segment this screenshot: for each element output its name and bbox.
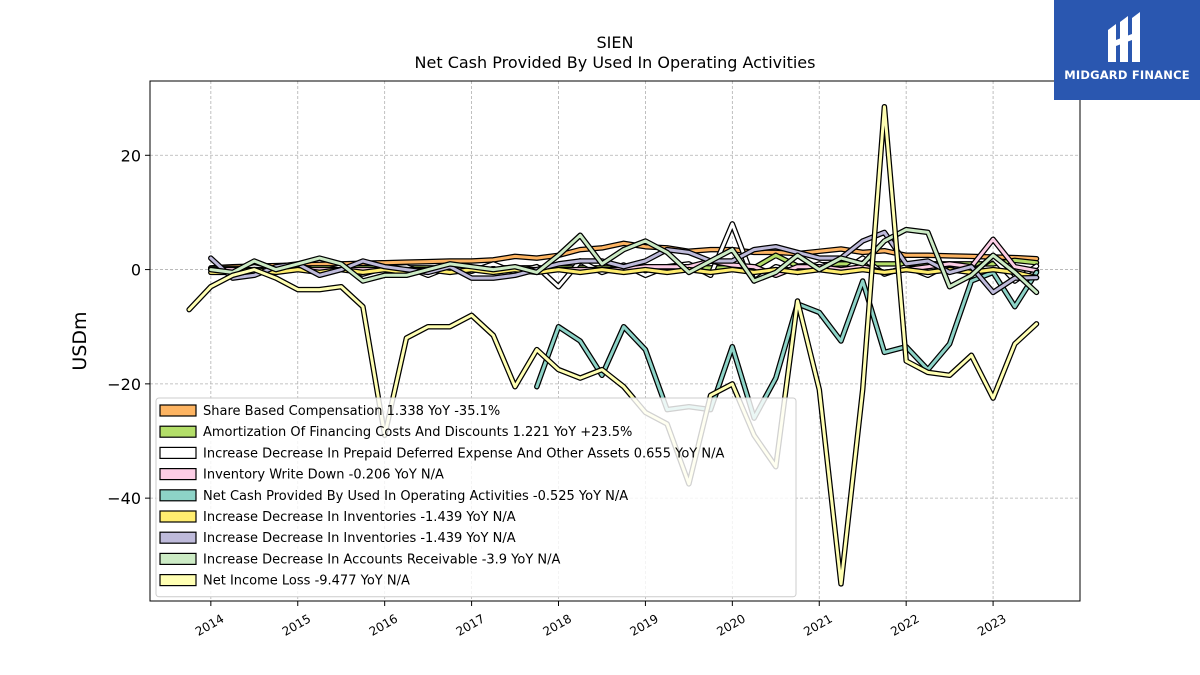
legend-swatch	[159, 468, 197, 481]
y-axis-label: USDm	[69, 311, 91, 370]
y-axis: 20 0 −20 −40	[107, 146, 150, 508]
x-tick-label: 2017	[454, 611, 487, 638]
logo-text: MIDGARD FINANCE	[1064, 68, 1190, 82]
legend-swatch	[159, 552, 197, 566]
brand-logo: MIDGARD FINANCE	[1054, 0, 1200, 100]
legend-label: Increase Decrease In Inventories -1.439 …	[203, 510, 516, 525]
x-tick-label: 2018	[541, 611, 574, 638]
legend-label: Share Based Compensation 1.338 YoY -35.1…	[203, 404, 500, 419]
chart-subtitle: Net Cash Provided By Used In Operating A…	[415, 53, 816, 72]
x-tick-label: 2021	[801, 611, 834, 638]
legend-label: Net Income Loss -9.477 YoY N/A	[203, 574, 410, 589]
series-line	[186, 103, 1040, 587]
legend-label: Net Cash Provided By Used In Operating A…	[203, 489, 628, 504]
y-tick-label: 20	[121, 146, 141, 165]
legend-label: Inventory Write Down -0.206 YoY N/A	[203, 468, 444, 483]
y-tick-label: −40	[107, 489, 141, 508]
x-axis: 2014 2015 2016 2017 2018 2019 2020 2021 2022 2023	[193, 601, 1009, 639]
legend-box	[155, 397, 797, 598]
x-tick-label: 2014	[193, 611, 226, 638]
series-line	[208, 226, 1040, 296]
legend-label: Amortization Of Financing Costs And Disc…	[203, 425, 632, 440]
series-lines	[186, 103, 1040, 587]
legend-label: Increase Decrease In Prepaid Deferred Ex…	[203, 446, 724, 461]
legend-label: Increase Decrease In Inventories -1.439 …	[203, 531, 516, 546]
legend-swatch	[159, 425, 197, 438]
legend-label: Increase Decrease In Accounts Receivable…	[203, 552, 561, 567]
legend-swatch	[159, 573, 197, 587]
x-tick-label: 2022	[888, 611, 921, 638]
x-tick-label: 2016	[367, 611, 400, 638]
series-line	[534, 269, 1040, 421]
legend-swatch	[159, 404, 197, 417]
x-tick-label: 2020	[714, 611, 747, 638]
chart-title: SIEN	[597, 33, 634, 52]
x-tick-label: 2023	[975, 611, 1008, 638]
y-tick-label: −20	[107, 375, 141, 394]
legend-swatch	[159, 489, 197, 502]
plot-frame	[149, 80, 1081, 602]
legend-swatch	[159, 510, 197, 523]
legend: Share Based Compensation 1.338 YoY -35.1…	[155, 397, 797, 598]
x-tick-label: 2019	[627, 611, 660, 638]
legend-swatch	[159, 531, 197, 544]
y-tick-label: 0	[131, 261, 141, 280]
x-tick-label: 2015	[280, 611, 313, 638]
logo-icon	[1108, 12, 1140, 62]
legend-swatch	[159, 446, 197, 459]
